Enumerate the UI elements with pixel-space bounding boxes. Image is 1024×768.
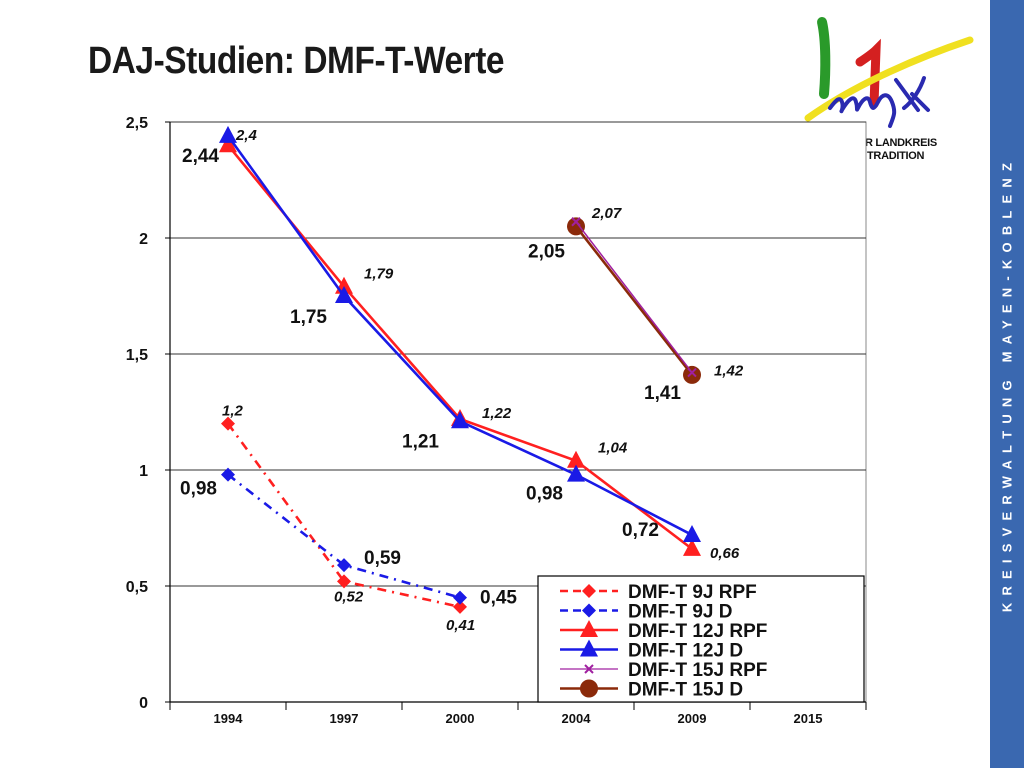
data-point bbox=[221, 416, 235, 431]
x-tick-label: 2004 bbox=[562, 711, 592, 726]
data-point bbox=[567, 217, 585, 236]
data-label: 0,98 bbox=[180, 479, 217, 500]
data-label: 1,21 bbox=[402, 431, 439, 452]
data-point bbox=[337, 558, 351, 573]
legend-marker bbox=[580, 620, 598, 637]
data-label: 0,45 bbox=[480, 588, 517, 609]
legend-label: DMF-T 12J RPF bbox=[628, 621, 767, 642]
data-point bbox=[221, 467, 235, 482]
series-dmf-t-9j-rpf bbox=[221, 416, 467, 614]
data-label: 1,22 bbox=[482, 405, 512, 422]
data-point bbox=[453, 599, 467, 614]
data-point bbox=[683, 524, 701, 542]
series-dmf-t-9j-d bbox=[221, 467, 467, 605]
data-point bbox=[571, 217, 581, 227]
logo-text: ER LANDKREIS TRADITION bbox=[858, 137, 937, 163]
data-point bbox=[687, 367, 697, 378]
data-label: 0,41 bbox=[446, 617, 475, 634]
series-dmf-t-15j-rpf bbox=[571, 217, 697, 378]
y-tick-label: 1 bbox=[139, 463, 148, 480]
legend-marker bbox=[580, 639, 598, 657]
data-label: 0,72 bbox=[622, 520, 659, 541]
page-title: DAJ-Studien: DMF-T-Werte bbox=[88, 40, 505, 82]
x-tick-label: 1994 bbox=[214, 711, 244, 726]
logo-text-line2: TRADITION bbox=[867, 150, 925, 162]
data-label: 0,66 bbox=[710, 545, 740, 562]
legend-marker bbox=[582, 584, 596, 598]
data-label: 1,75 bbox=[290, 307, 327, 328]
legend-label: DMF-T 12J D bbox=[628, 641, 743, 662]
series-line bbox=[227, 473, 461, 599]
legend-label: DMF-T 9J D bbox=[628, 602, 733, 623]
data-point bbox=[567, 450, 585, 468]
x-tick-label: 1997 bbox=[330, 711, 359, 726]
series-line bbox=[575, 221, 693, 374]
legend-marker bbox=[580, 679, 598, 698]
y-tick-label: 2,5 bbox=[126, 115, 148, 132]
legend-label: DMF-T 9J RPF bbox=[628, 582, 757, 603]
y-tick-label: 1,5 bbox=[126, 347, 148, 364]
data-label: 2,07 bbox=[591, 205, 622, 222]
series-dmf-t-12j-d bbox=[219, 125, 701, 542]
data-label: 0,59 bbox=[364, 548, 401, 569]
data-label: 0,52 bbox=[334, 588, 364, 605]
legend-label: DMF-T 15J RPF bbox=[628, 660, 767, 681]
data-point bbox=[567, 464, 585, 482]
legend-label: DMF-T 15J D bbox=[628, 680, 743, 701]
data-label: 2,4 bbox=[235, 127, 258, 144]
x-tick-label: 2015 bbox=[794, 711, 823, 726]
data-point bbox=[337, 574, 351, 589]
logo-text-line1: ER LANDKREIS bbox=[858, 137, 937, 149]
y-tick-label: 0 bbox=[139, 695, 148, 712]
data-label: 1,79 bbox=[364, 266, 394, 283]
data-label: 2,05 bbox=[528, 241, 565, 262]
x-tick-label: 2000 bbox=[446, 711, 475, 726]
data-point bbox=[219, 135, 237, 153]
data-label: 1,2 bbox=[222, 403, 244, 420]
data-label: 0,98 bbox=[526, 484, 563, 505]
data-point bbox=[453, 590, 467, 605]
district-logo bbox=[804, 17, 974, 128]
legend-item: DMF-T 9J D bbox=[560, 602, 733, 623]
series-dmf-t-15j-d bbox=[567, 217, 701, 384]
legend-marker bbox=[584, 664, 594, 674]
data-point bbox=[335, 286, 353, 303]
x-tick-label: 2009 bbox=[678, 711, 707, 726]
series-line bbox=[574, 225, 694, 376]
sidebar-band: KREISVERWALTUNG MAYEN-KOBLENZ bbox=[990, 0, 1024, 768]
legend-item: DMF-T 15J RPF bbox=[560, 660, 767, 681]
legend-item: DMF-T 9J RPF bbox=[560, 582, 757, 603]
data-point bbox=[683, 365, 701, 384]
legend-marker bbox=[582, 603, 596, 618]
data-point bbox=[683, 538, 701, 556]
y-tick-label: 0,5 bbox=[126, 579, 148, 596]
data-point bbox=[219, 125, 237, 143]
legend-item: DMF-T 12J RPF bbox=[560, 620, 767, 642]
data-label: 2,44 bbox=[182, 146, 219, 167]
data-label: 1,41 bbox=[644, 383, 681, 404]
legend-item: DMF-T 12J D bbox=[560, 639, 743, 662]
data-label: 1,42 bbox=[714, 363, 744, 380]
legend-item: DMF-T 15J D bbox=[560, 679, 743, 701]
data-label: 1,04 bbox=[598, 440, 628, 457]
y-tick-label: 2 bbox=[139, 231, 148, 248]
data-point bbox=[451, 411, 469, 429]
